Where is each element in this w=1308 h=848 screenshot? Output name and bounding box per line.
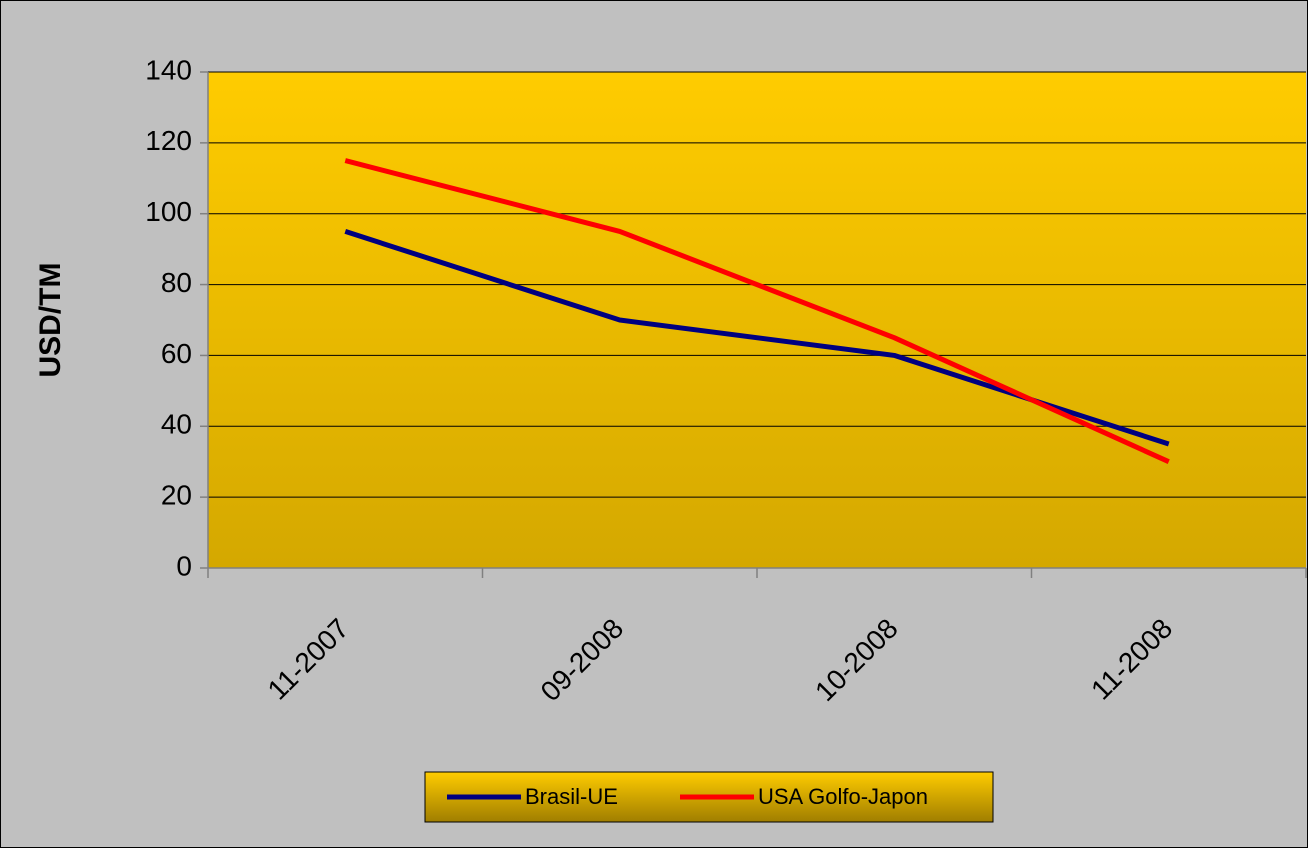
y-tick-label: 20 bbox=[161, 480, 192, 511]
legend-label: Brasil-UE bbox=[525, 784, 618, 809]
y-tick-label: 120 bbox=[145, 125, 192, 156]
y-axis-label: USD/TM bbox=[34, 263, 67, 378]
plot-area bbox=[208, 72, 1306, 568]
y-tick-label: 0 bbox=[176, 550, 192, 581]
y-tick-label: 100 bbox=[145, 196, 192, 227]
y-tick-label: 140 bbox=[145, 54, 192, 85]
legend-label: USA Golfo-Japon bbox=[758, 784, 928, 809]
series-line bbox=[344, 158, 1170, 464]
y-tick-label: 40 bbox=[161, 409, 192, 440]
y-tick-label: 80 bbox=[161, 267, 192, 298]
y-tick-label: 60 bbox=[161, 338, 192, 369]
